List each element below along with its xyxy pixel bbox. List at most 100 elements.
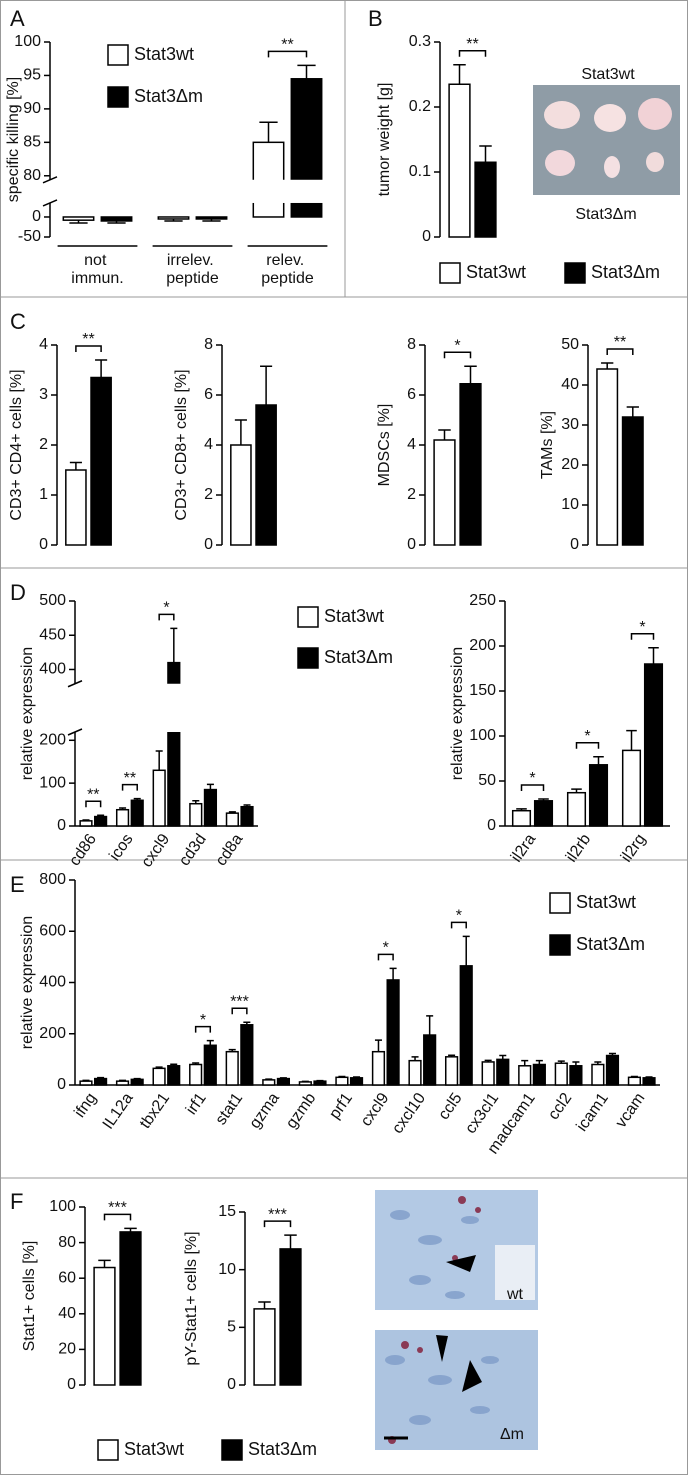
- bar: [100, 216, 133, 222]
- error-bar: [133, 797, 141, 801]
- legend-swatch: [549, 892, 571, 914]
- bar: [255, 404, 277, 546]
- significance-bracket: [606, 348, 634, 355]
- error-bar: [316, 1079, 324, 1082]
- error-bar: [571, 788, 582, 793]
- y-tick-label: 50: [478, 772, 496, 789]
- bar: [115, 808, 130, 827]
- error-bar: [297, 64, 316, 79]
- bar: [225, 1050, 239, 1086]
- bar: [627, 1076, 642, 1086]
- legend-label: Stat3Δm: [576, 934, 645, 954]
- legend-label: Stat3wt: [134, 44, 194, 64]
- y-tick-label: 800: [39, 871, 66, 888]
- error-bar: [594, 1061, 602, 1065]
- error-bar: [438, 429, 451, 440]
- significance-label: *: [456, 908, 462, 925]
- bar: [152, 1067, 166, 1086]
- error-bar: [107, 220, 126, 224]
- bar: [335, 1076, 349, 1086]
- x-tick-label: cxcl9: [358, 1090, 393, 1130]
- error-bar: [206, 783, 214, 790]
- y-tick-label: 100: [469, 727, 496, 744]
- error-bar: [192, 799, 200, 804]
- panel-label: B: [368, 6, 383, 31]
- error-bar: [601, 362, 614, 369]
- bar: [225, 812, 239, 827]
- bar: [433, 439, 456, 546]
- y-tick-label: 0: [67, 1376, 76, 1393]
- legend-label: Stat3wt: [324, 606, 384, 626]
- bar: [130, 799, 144, 827]
- error-bar: [119, 1079, 127, 1082]
- error-bar: [464, 365, 477, 384]
- bar: [93, 1077, 108, 1086]
- error-bar: [243, 804, 251, 807]
- error-bar: [259, 121, 278, 143]
- y-axis-label: tumor weight [g]: [376, 83, 393, 197]
- error-bar: [516, 808, 527, 811]
- bar: [643, 663, 664, 827]
- bar: [566, 791, 587, 827]
- error-bar: [626, 729, 637, 751]
- x-tick-label: ccl5: [435, 1090, 465, 1123]
- y-tick-label: 50: [561, 336, 579, 353]
- significance-bracket: [75, 345, 102, 352]
- error-bar: [69, 220, 88, 224]
- bar: [621, 749, 642, 827]
- bar: [448, 83, 471, 238]
- significance-label: **: [281, 37, 293, 54]
- error-bar: [260, 365, 273, 405]
- bar: [65, 469, 87, 546]
- bar: [518, 1065, 532, 1086]
- bar: [195, 216, 228, 220]
- significance-bracket: [575, 741, 600, 749]
- bar: [313, 1080, 327, 1086]
- legend-swatch: [439, 262, 461, 284]
- axis-break-gap: [48, 179, 335, 203]
- panel-label: C: [10, 309, 26, 334]
- bar: [79, 820, 93, 827]
- y-tick-label: 8: [407, 336, 416, 353]
- x-tick-label: relev. peptide: [261, 252, 314, 287]
- bar: [642, 1077, 656, 1086]
- y-axis-label: specific killing [%]: [5, 77, 22, 202]
- y-tick-label: -50: [18, 228, 41, 245]
- x-tick-label: icos: [106, 831, 136, 864]
- bar: [130, 1078, 144, 1086]
- bar: [279, 1248, 302, 1386]
- legend-label: Stat3Δm: [134, 86, 203, 106]
- y-tick-label: 6: [407, 386, 416, 403]
- legend-swatch: [107, 86, 129, 108]
- x-tick-label: cd86: [66, 831, 100, 869]
- bar: [569, 1065, 583, 1086]
- error-bar: [499, 1054, 507, 1060]
- significance-label: *: [529, 770, 535, 787]
- x-tick-label: gzmb: [283, 1090, 319, 1132]
- significance-bracket: [630, 633, 655, 640]
- bar: [93, 1266, 116, 1386]
- image-label: Δm: [500, 1426, 524, 1443]
- x-tick-label: cd3d: [176, 831, 210, 869]
- bar: [240, 1024, 254, 1086]
- bar: [349, 1077, 364, 1086]
- legend-label: Stat3wt: [466, 262, 526, 282]
- error-bar: [228, 811, 236, 814]
- tumor-photo: [533, 85, 680, 195]
- bar: [167, 1065, 181, 1086]
- y-tick-label: 20: [58, 1341, 76, 1358]
- significance-bracket: [377, 953, 394, 961]
- legend-swatch: [97, 1439, 119, 1461]
- bar: [252, 141, 285, 218]
- x-tick-label: IL12a: [100, 1090, 137, 1133]
- bar: [459, 383, 482, 546]
- y-tick-label: 0: [487, 817, 496, 834]
- y-axis-label: TAMs [%]: [539, 411, 556, 479]
- significance-bracket: [85, 800, 102, 808]
- bar: [532, 1063, 546, 1086]
- significance-label: *: [200, 1012, 206, 1029]
- y-tick-label: 450: [39, 626, 66, 643]
- error-bar: [448, 1054, 456, 1057]
- error-bar: [69, 461, 82, 470]
- y-tick-label: 0: [407, 536, 416, 553]
